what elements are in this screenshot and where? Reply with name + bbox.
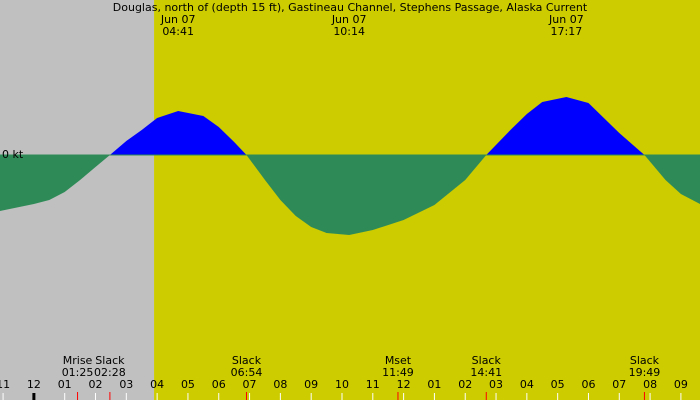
current-area bbox=[0, 97, 700, 235]
event-time: 02:28 bbox=[94, 366, 126, 379]
x-tick-label: 04 bbox=[150, 378, 164, 391]
y-tick-label: 0 kt bbox=[2, 148, 24, 161]
x-tick-label: 02 bbox=[458, 378, 472, 391]
event-time: 17:17 bbox=[551, 25, 583, 38]
x-tick-label: 12 bbox=[27, 378, 41, 391]
event-label: Mset bbox=[385, 354, 412, 367]
event-time: 10:14 bbox=[333, 25, 365, 38]
x-tick-label: 01 bbox=[427, 378, 441, 391]
chart-title: Douglas, north of (depth 15 ft), Gastine… bbox=[113, 1, 588, 14]
x-tick-label: 10 bbox=[335, 378, 349, 391]
x-tick-label: 11 bbox=[0, 378, 10, 391]
event-time: 11:49 bbox=[382, 366, 414, 379]
x-tick-label: 05 bbox=[181, 378, 195, 391]
event-time: 19:49 bbox=[629, 366, 661, 379]
x-tick-label: 11 bbox=[366, 378, 380, 391]
event-time: 01:25 bbox=[62, 366, 94, 379]
event-time: 04:41 bbox=[162, 25, 194, 38]
x-tick-label: 09 bbox=[674, 378, 688, 391]
event-label: Slack bbox=[472, 354, 502, 367]
event-date: Jun 07 bbox=[548, 13, 584, 26]
x-tick-label: 09 bbox=[304, 378, 318, 391]
x-tick-label: 07 bbox=[612, 378, 626, 391]
x-tick-label: 07 bbox=[243, 378, 257, 391]
x-tick-label: 08 bbox=[643, 378, 657, 391]
x-tick-label: 03 bbox=[489, 378, 503, 391]
event-label: Slack bbox=[232, 354, 262, 367]
event-date: Jun 07 bbox=[160, 13, 196, 26]
event-label: Mrise bbox=[63, 354, 93, 367]
x-tick-label: 08 bbox=[273, 378, 287, 391]
x-tick-label: 04 bbox=[520, 378, 534, 391]
event-label: Slack bbox=[95, 354, 125, 367]
x-tick-label: 01 bbox=[58, 378, 72, 391]
event-date: Jun 07 bbox=[331, 13, 367, 26]
x-tick-label: 12 bbox=[397, 378, 411, 391]
x-tick-label: 06 bbox=[581, 378, 595, 391]
x-tick-label: 05 bbox=[551, 378, 565, 391]
x-tick-label: 06 bbox=[212, 378, 226, 391]
x-tick-label: 02 bbox=[89, 378, 103, 391]
event-label: Slack bbox=[630, 354, 660, 367]
event-time: 14:41 bbox=[470, 366, 502, 379]
event-time: 06:54 bbox=[231, 366, 263, 379]
x-tick-label: 03 bbox=[119, 378, 133, 391]
